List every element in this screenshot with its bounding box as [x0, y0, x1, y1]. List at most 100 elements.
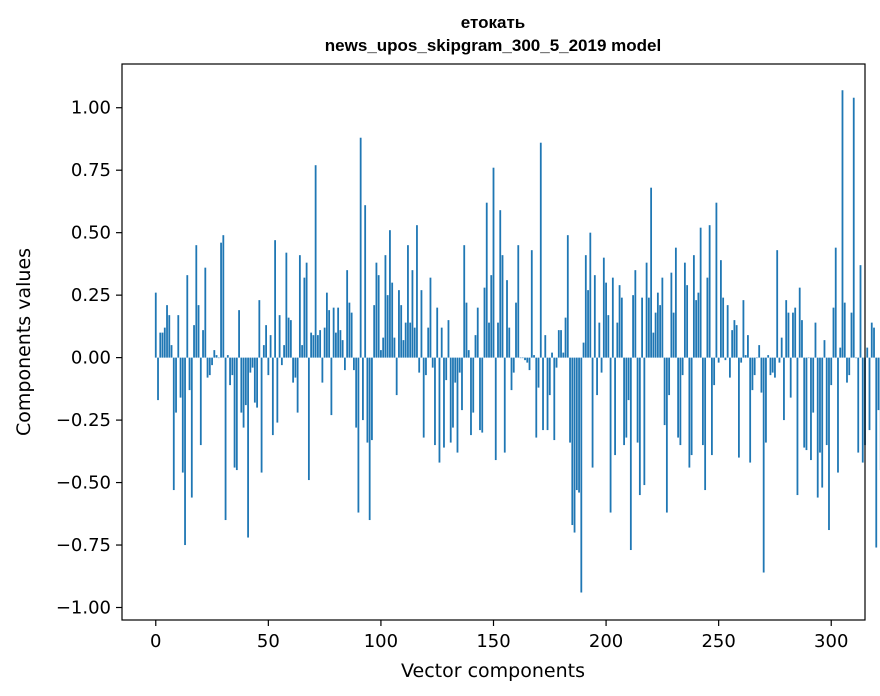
bar-295	[819, 357, 821, 453]
bar-260	[740, 357, 743, 363]
bar-208	[623, 357, 625, 446]
bar-301	[832, 307, 835, 358]
bar-100	[380, 350, 382, 358]
bar-283	[792, 312, 794, 358]
bar-237	[688, 357, 691, 468]
bar-52	[271, 357, 274, 436]
bar-257	[733, 320, 736, 358]
bar-184	[569, 357, 571, 443]
bar-80	[334, 332, 337, 358]
bar-142	[474, 335, 477, 358]
bar-187	[575, 357, 578, 491]
bar-313	[859, 265, 862, 358]
bar-101	[382, 337, 385, 358]
bar-78	[330, 357, 333, 416]
bar-20	[199, 357, 202, 446]
bar-317	[868, 357, 871, 431]
bar-16	[190, 357, 193, 498]
bar-226	[663, 357, 666, 426]
bar-217	[643, 357, 646, 486]
bar-58	[285, 252, 288, 358]
bar-126	[438, 357, 441, 463]
bar-287	[801, 320, 803, 358]
bar-306	[843, 302, 846, 358]
bar-95	[368, 357, 371, 521]
bar-282	[789, 357, 792, 398]
bar-181	[562, 352, 565, 358]
bar-214	[636, 357, 639, 443]
bar-241	[697, 292, 700, 358]
bar-312	[857, 357, 860, 453]
bar-75	[323, 327, 326, 358]
bar-91	[359, 137, 362, 358]
bar-119	[422, 357, 425, 438]
bar-185	[571, 357, 574, 526]
bar-172	[542, 357, 544, 431]
bar-143	[476, 307, 479, 358]
bar-10	[177, 315, 180, 358]
bar-314	[861, 357, 864, 463]
bar-273	[769, 357, 772, 376]
bar-233	[679, 357, 682, 446]
y-tick-label: −1.00	[56, 598, 111, 619]
bar-160	[515, 302, 517, 358]
bar-251	[720, 260, 722, 358]
bar-174	[546, 357, 549, 431]
bar-271	[765, 357, 767, 443]
bar-113	[409, 322, 412, 358]
bar-227	[665, 357, 668, 513]
bar-50	[267, 357, 270, 376]
bar-199	[602, 257, 605, 358]
bar-203	[611, 277, 614, 358]
bar-269	[760, 357, 763, 393]
bar-232	[677, 357, 680, 438]
bar-186	[573, 357, 576, 533]
bar-188	[578, 357, 580, 493]
bar-302	[834, 247, 837, 358]
bar-23	[206, 357, 209, 378]
bar-215	[638, 357, 641, 496]
bar-76	[325, 292, 328, 358]
bar-31	[224, 357, 227, 521]
bar-205	[616, 322, 619, 358]
bar-292	[812, 357, 815, 413]
bar-104	[389, 230, 391, 358]
y-tick-label: 0.75	[71, 160, 111, 181]
bar-79	[332, 307, 335, 358]
bar-74	[321, 357, 324, 383]
bar-213	[634, 270, 637, 358]
bar-84	[344, 357, 346, 371]
bar-72	[316, 335, 319, 358]
bar-204	[614, 357, 616, 456]
x-tick-label: 300	[814, 631, 848, 652]
bar-154	[501, 255, 504, 358]
bar-46	[258, 300, 261, 358]
bar-231	[674, 247, 677, 358]
bar-53	[274, 240, 276, 358]
bar-274	[771, 357, 774, 373]
bar-286	[798, 287, 801, 358]
bar-216	[641, 297, 643, 358]
bar-246	[708, 225, 711, 358]
bar-114	[411, 270, 414, 358]
bar-147	[485, 202, 488, 358]
bar-218	[645, 262, 648, 358]
bar-275	[774, 357, 776, 378]
bar-1	[157, 357, 159, 401]
bar-28	[217, 357, 220, 359]
bar-51	[269, 335, 272, 358]
bar-37	[238, 310, 240, 358]
bar-102	[384, 255, 387, 358]
bar-83	[341, 340, 344, 358]
bar-65	[301, 345, 304, 358]
bar-255	[729, 357, 731, 378]
x-tick-label: 150	[476, 631, 510, 652]
bar-108	[398, 290, 400, 358]
bar-2	[159, 332, 162, 358]
bar-135	[458, 357, 461, 373]
chart-title: етокать	[461, 13, 525, 32]
bar-285	[796, 357, 799, 496]
bar-43	[251, 357, 254, 368]
